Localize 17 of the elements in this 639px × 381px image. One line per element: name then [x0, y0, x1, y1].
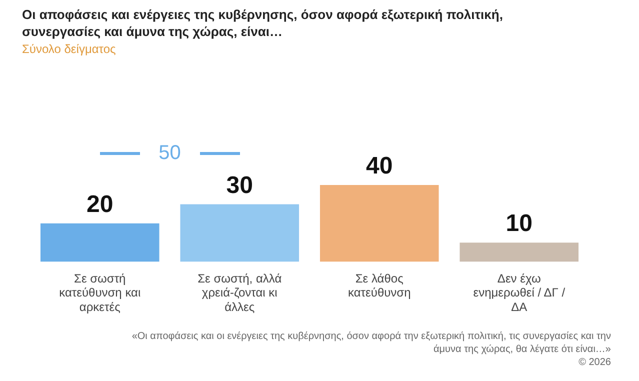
text: © 2026	[578, 356, 611, 369]
data-label: 10	[506, 210, 532, 238]
data-label: 30	[226, 172, 253, 199]
bar	[460, 242, 579, 262]
x-tick-label: Σε σωστή κατεύθυνση και αρκετές	[59, 271, 141, 314]
chart-title: Οι αποφάσεις και ενέργειες της κυβέρνησης, όσον αφορά εξωτερική πολιτική, συνεργασίες και άμυνα της χώρας, είναι…	[22, 6, 504, 40]
data-label: 20	[86, 191, 114, 218]
data-label: 40	[366, 152, 393, 180]
x-tick-label: Δεν έχω ενημερωθεί / ΔΓ / ΔΑ	[473, 271, 566, 314]
x-tick-label: Σε σωστή, αλλά χρειά-ζονται κι άλλες	[198, 271, 282, 314]
text: «Οι αποφάσεις και οι ενέργειες της κυβέρνησης, όσον αφορά την εξωτερική πολιτική, τις συνεργασίες και την άμυνα της χώρας, θα λέγατε ότι είναι…»	[131, 330, 611, 356]
bar	[320, 185, 439, 262]
bar	[180, 204, 300, 262]
bar	[40, 223, 160, 262]
chart-subtitle: Σύνολο δείγματος	[22, 42, 116, 56]
x-tick-label: Σε λάθος κατεύθυνση	[348, 271, 411, 300]
text: 50	[158, 142, 181, 166]
